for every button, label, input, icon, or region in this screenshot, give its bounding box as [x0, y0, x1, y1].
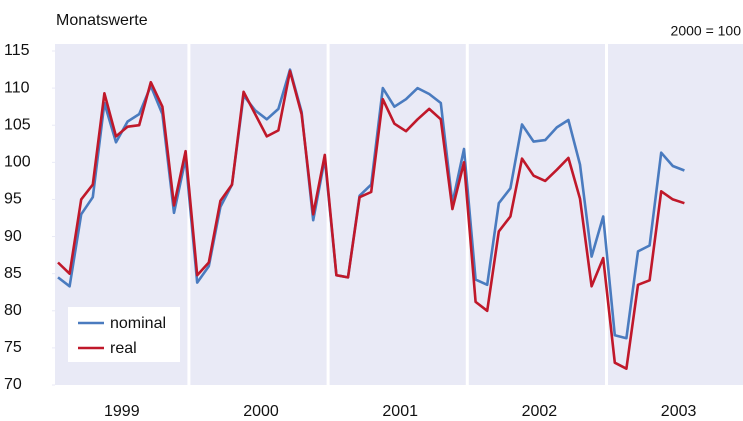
y-tick-label: 100 — [4, 154, 31, 171]
x-tick-label: 2003 — [661, 403, 697, 420]
legend-label: nominal — [110, 315, 166, 332]
chart-title: Monatswerte — [56, 12, 148, 29]
series-line — [57, 69, 685, 370]
legend-label: real — [110, 340, 137, 357]
y-tick-label: 75 — [4, 339, 22, 356]
y-tick-label: 80 — [4, 302, 22, 319]
x-tick-label: 2001 — [382, 403, 418, 420]
x-tick-label: 1999 — [104, 403, 140, 420]
y-tick-label: 105 — [4, 116, 31, 133]
y-tick-label: 110 — [4, 79, 30, 96]
x-tick-label: 2000 — [243, 403, 279, 420]
y-tick-label: 95 — [4, 191, 22, 208]
y-tick-label: 85 — [4, 265, 22, 282]
y-tick-label: 115 — [4, 42, 30, 59]
index-note: 2000 = 100 — [671, 23, 742, 39]
legend-box — [68, 307, 180, 362]
y-tick-label: 70 — [4, 376, 22, 393]
x-tick-label: 2002 — [522, 403, 558, 420]
y-tick-label: 90 — [4, 228, 22, 245]
